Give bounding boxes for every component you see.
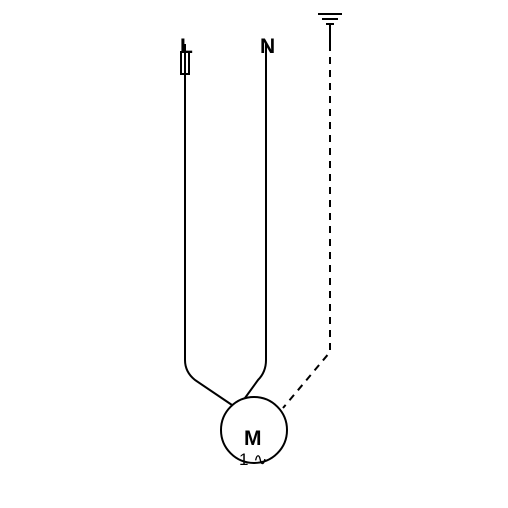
motor-label: M (244, 427, 262, 451)
line-wire (185, 74, 232, 405)
terminal-label-line: L (180, 35, 193, 59)
terminal-label-neutral: N (260, 35, 275, 59)
ground-symbol (318, 14, 342, 44)
neutral-wire (245, 44, 266, 398)
ground-wire (283, 44, 330, 408)
phase-label: 1 ∿ (239, 450, 267, 470)
